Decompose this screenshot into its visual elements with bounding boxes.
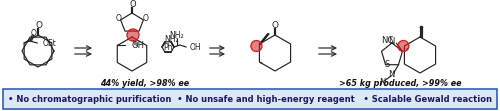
- Text: Ph: Ph: [163, 43, 173, 52]
- Text: O: O: [272, 21, 279, 30]
- Circle shape: [127, 29, 139, 41]
- Circle shape: [251, 41, 262, 52]
- Text: N: N: [380, 78, 386, 87]
- Text: OH: OH: [132, 41, 144, 50]
- Text: '': '': [406, 47, 409, 53]
- Text: O: O: [30, 29, 36, 38]
- FancyBboxPatch shape: [3, 89, 497, 109]
- Text: N: N: [388, 38, 394, 47]
- Text: NC: NC: [381, 36, 394, 45]
- Text: OEt: OEt: [42, 40, 56, 49]
- Text: O: O: [142, 14, 148, 23]
- Text: O: O: [129, 0, 136, 9]
- Text: NH₂: NH₂: [164, 35, 180, 44]
- Text: >65 kg produced, >99% ee: >65 kg produced, >99% ee: [339, 79, 461, 88]
- Text: O: O: [116, 14, 121, 23]
- Text: • No chromatographic purification  • No unsafe and high-energy reagent   • Scala: • No chromatographic purification • No u…: [8, 94, 492, 103]
- Text: OH: OH: [190, 44, 202, 53]
- Text: N: N: [388, 70, 394, 79]
- Text: NH₂: NH₂: [170, 32, 184, 41]
- Text: S: S: [385, 60, 390, 69]
- Text: O: O: [36, 22, 43, 31]
- Text: 44% yield, >98% ee: 44% yield, >98% ee: [100, 79, 190, 88]
- Circle shape: [398, 41, 409, 52]
- Text: '': '': [260, 61, 264, 67]
